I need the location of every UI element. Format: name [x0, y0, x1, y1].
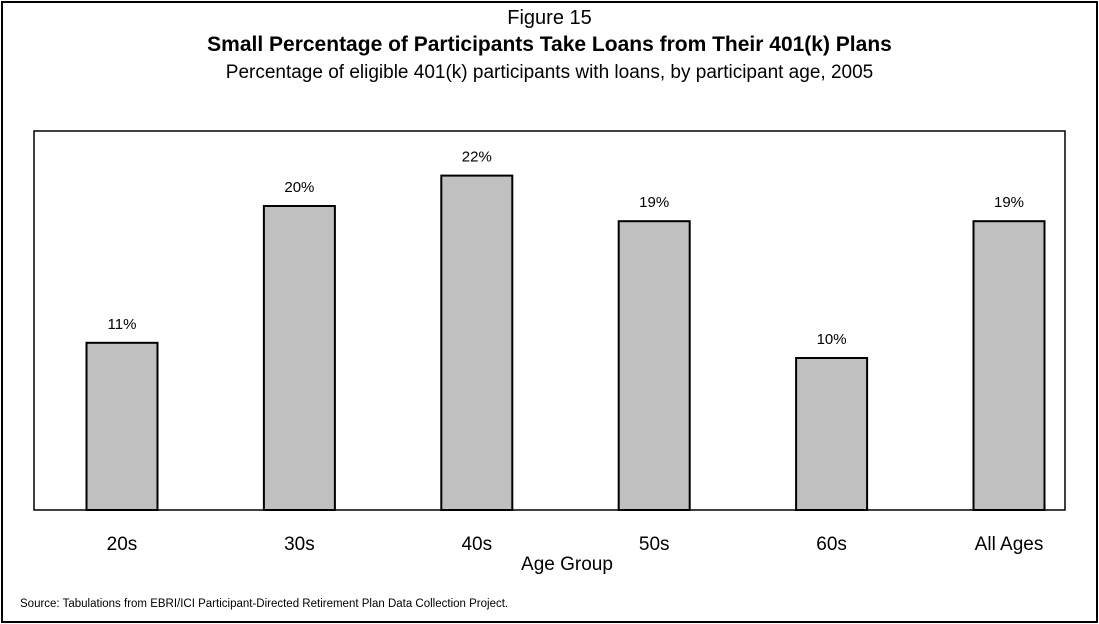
x-tick-label: All Ages [975, 534, 1044, 555]
x-tick-labels: 20s 30s 40s 50s 60s All Ages [107, 534, 1044, 555]
plot-area [33, 130, 1066, 511]
bar-all-ages [972, 220, 1046, 511]
x-axis-label: Age Group [521, 554, 613, 575]
x-tick-label: 50s [639, 534, 670, 555]
chart-title: Small Percentage of Participants Take Lo… [207, 33, 892, 56]
bar-40s [440, 174, 514, 511]
bars-layer [85, 174, 1046, 511]
x-tick-label: 30s [284, 534, 315, 555]
figure-label: Figure 15 [507, 7, 592, 29]
source-note: Source: Tabulations from EBRI/ICI Partic… [20, 598, 509, 610]
bar-20s [85, 341, 159, 511]
data-label: 19% [994, 194, 1024, 211]
bar-60s [795, 357, 869, 511]
data-label: 20% [284, 179, 314, 196]
bar-30s [262, 205, 336, 511]
x-tick-label: 60s [816, 534, 847, 555]
data-labels-layer: 11% 20% 22% 19% 10% 19% [108, 149, 1024, 348]
bar-50s [617, 220, 691, 511]
data-label: 19% [639, 194, 669, 211]
data-label: 22% [462, 149, 492, 166]
x-tick-label: 40s [461, 534, 492, 555]
data-label: 11% [108, 316, 137, 333]
x-tick-label: 20s [107, 534, 138, 555]
data-label: 10% [817, 331, 847, 348]
chart-subtitle: Percentage of eligible 401(k) participan… [225, 62, 874, 83]
